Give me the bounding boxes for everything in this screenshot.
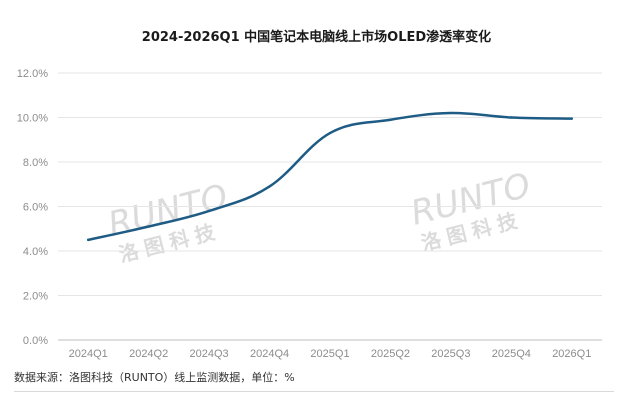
footer-divider <box>14 391 614 392</box>
series-line <box>86 111 574 242</box>
data-point <box>87 238 90 242</box>
watermark-logo-right: RUNTO 洛图科技 <box>407 165 535 255</box>
series-layer <box>86 111 574 242</box>
x-tick-label: 2024Q3 <box>190 348 229 360</box>
data-point <box>147 225 150 228</box>
data-point <box>328 131 332 135</box>
data-point <box>268 185 271 188</box>
y-tick-label: 2.0% <box>23 291 48 303</box>
grid-lines <box>58 72 602 341</box>
data-point <box>207 209 211 213</box>
x-tick-label: 2025Q1 <box>310 348 349 360</box>
y-tick-label: 10.0% <box>17 113 48 125</box>
y-tick-label: 4.0% <box>23 246 48 258</box>
x-tick-label: 2025Q4 <box>492 348 531 360</box>
data-point <box>449 111 453 115</box>
x-axis-labels: 2024Q1 2024Q2 2024Q3 2024Q4 2025Q1 2025Q2 2025… <box>69 348 592 360</box>
y-axis-labels: 0.0% 2.0% 4.0% 6.0% 8.0% 10.0% 12.0% <box>17 68 48 347</box>
chart-title: 2024-2026Q1 中国笔记本电脑线上市场OLED渗透率变化 <box>141 30 492 45</box>
x-tick-label: 2024Q1 <box>69 348 108 360</box>
y-tick-label: 8.0% <box>23 157 48 169</box>
y-tick-label: 12.0% <box>17 68 48 80</box>
y-tick-label: 6.0% <box>23 202 48 214</box>
y-tick-label: 0.0% <box>23 335 48 347</box>
source-note: 数据来源：洛图科技（RUNTO）线上监测数据，单位：% <box>14 371 295 384</box>
x-tick-label: 2024Q4 <box>250 348 289 360</box>
x-tick-label: 2025Q2 <box>371 348 410 360</box>
x-tick-label: 2026Q1 <box>552 348 591 360</box>
data-point <box>570 117 573 120</box>
data-point <box>389 118 392 121</box>
data-point <box>510 116 513 119</box>
x-tick-label: 2025Q3 <box>431 348 470 360</box>
x-tick-label: 2024Q2 <box>129 348 168 360</box>
